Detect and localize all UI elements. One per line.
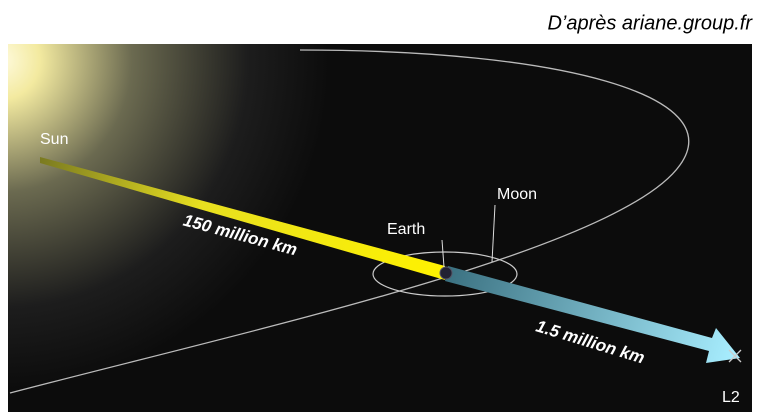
sun-glow xyxy=(8,44,752,412)
sun-label: Sun xyxy=(40,131,68,148)
moon-orbit xyxy=(9,49,690,394)
moon-label: Moon xyxy=(497,186,537,203)
earth-pointer xyxy=(441,239,445,268)
l2-label: L2 xyxy=(722,389,740,406)
earth-label: Earth xyxy=(387,221,425,238)
l2-arrow xyxy=(445,266,740,363)
moon-pointer xyxy=(491,204,496,263)
caption: D’après ariane.group.fr xyxy=(547,12,753,34)
sun-beam xyxy=(40,157,445,280)
earth-orbit xyxy=(372,251,518,297)
l2-marker xyxy=(728,349,742,363)
earth xyxy=(439,266,453,280)
